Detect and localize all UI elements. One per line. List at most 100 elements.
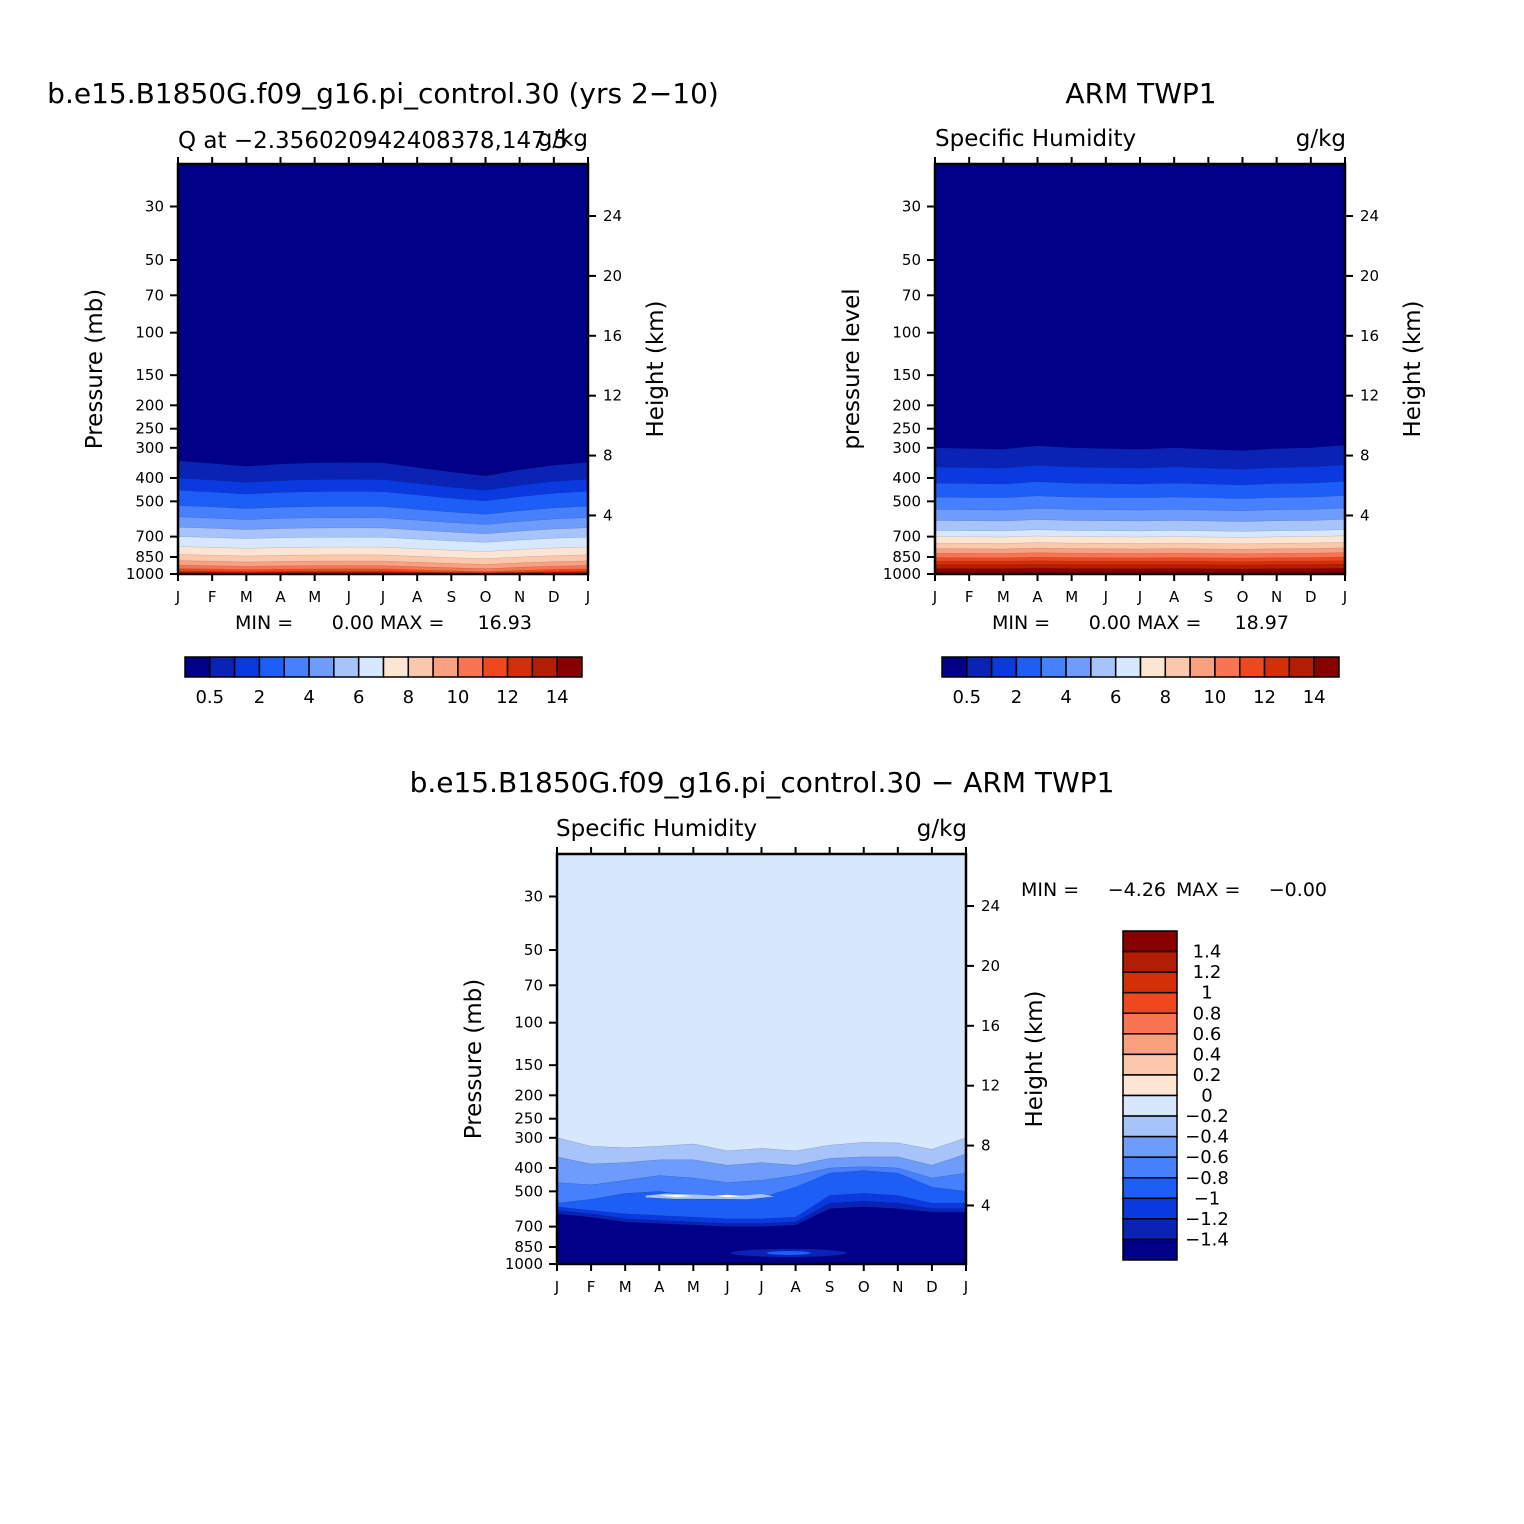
x-tick-label: J: [932, 588, 937, 606]
y-tick-label: 150: [135, 366, 164, 384]
colorbar-label: 10: [446, 687, 469, 708]
y-tick-right-label: 24: [1360, 207, 1379, 225]
y-tick-right-label: 4: [1360, 506, 1370, 524]
y-tick-label: 30: [145, 197, 164, 215]
y-tick-right-label: 16: [603, 327, 622, 345]
panel-difference-ylabel: Pressure (mb): [461, 979, 487, 1139]
panel-obs-subtitle-right: g/kg: [1296, 126, 1346, 152]
panel-difference-max-label: MAX =: [1176, 879, 1240, 901]
x-tick-label: F: [587, 1278, 596, 1296]
y-tick-right-label: 8: [603, 447, 613, 465]
x-tick-label: O: [480, 588, 492, 606]
y-tick-label: 50: [902, 251, 921, 269]
colorbar-box: [258, 656, 285, 678]
y-tick-right-label: 20: [603, 267, 622, 285]
colorbar-box: [1139, 656, 1167, 678]
x-tick-label: N: [1271, 588, 1282, 606]
x-tick-label: D: [1305, 588, 1317, 606]
x-tick-label: S: [825, 1278, 835, 1296]
y-tick-label: 150: [514, 1056, 543, 1074]
colorbar-box: [283, 656, 310, 678]
colorbar-label: −1: [1194, 1188, 1221, 1209]
contour-band: [935, 567, 1345, 574]
x-tick-label: J: [758, 1278, 763, 1296]
colorbar-box: [506, 656, 534, 678]
x-tick-label: J: [585, 588, 590, 606]
y-tick-right-label: 24: [981, 897, 1000, 915]
y-tick-right-label: 12: [981, 1077, 1000, 1095]
y-tick-right-label: 4: [603, 506, 613, 524]
x-tick-label: O: [1237, 588, 1249, 606]
colorbar-box: [1189, 656, 1216, 678]
y-tick-label: 250: [135, 420, 164, 438]
x-tick-label: A: [1169, 588, 1180, 606]
y-tick-label: 200: [135, 396, 164, 414]
panel-difference-subtitle-left: Specific Humidity: [556, 816, 757, 842]
panel-model-min-label: MIN =: [235, 612, 293, 634]
colorbar-label: 10: [1203, 687, 1226, 708]
colorbar-label: 0.5: [952, 687, 981, 708]
colorbar-label: −0.2: [1185, 1106, 1229, 1127]
panel-model-max-value: 16.93: [478, 612, 532, 634]
x-tick-label: J: [1137, 588, 1142, 606]
colorbar-label: 2: [254, 687, 265, 708]
y-tick-label: 500: [514, 1182, 543, 1200]
y-tick-label: 500: [892, 492, 921, 510]
y-tick-right-label: 4: [981, 1196, 991, 1214]
y-tick-label: 700: [892, 528, 921, 546]
colorbar-box: [1065, 656, 1092, 678]
colorbar-box: [966, 656, 993, 678]
colorbar-box: [1122, 1218, 1178, 1241]
colorbar-label: 6: [353, 687, 364, 708]
x-tick-label: M: [308, 588, 321, 606]
colorbar-label: 0.6: [1193, 1024, 1222, 1045]
panel-model-max-label: MAX =: [380, 612, 444, 634]
colorbar-label: 1.2: [1193, 962, 1222, 983]
y-tick-right-label: 8: [981, 1137, 991, 1155]
colorbar-label: 8: [1160, 687, 1171, 708]
x-tick-label: A: [790, 1278, 801, 1296]
colorbar-box: [556, 656, 583, 678]
colorbar-label: 6: [1110, 687, 1121, 708]
x-tick-label: M: [997, 588, 1010, 606]
x-tick-label: D: [926, 1278, 938, 1296]
colorbar-box: [1122, 1238, 1178, 1261]
x-tick-label: M: [687, 1278, 700, 1296]
y-tick-right-label: 20: [1360, 267, 1379, 285]
panel-obs-min-value: 0.00: [1089, 612, 1131, 634]
panel-model-ylabel-right: Height (km): [643, 300, 669, 437]
y-tick-label: 150: [892, 366, 921, 384]
panel-obs-subtitle-left: Specific Humidity: [935, 126, 1136, 152]
y-tick-label: 70: [524, 976, 543, 994]
panel-obs-colorbar: 0.5 2 4 6 8 10 12 14: [941, 656, 1340, 708]
x-tick-label: J: [346, 588, 351, 606]
y-tick-label: 30: [524, 887, 543, 905]
panel-difference-subtitle-right: g/kg: [917, 816, 967, 842]
colorbar-box: [1313, 656, 1340, 678]
x-tick-label: J: [1103, 588, 1108, 606]
colorbar-box: [1122, 991, 1178, 1014]
colorbar-box: [482, 656, 509, 678]
y-tick-right-label: 12: [1360, 387, 1379, 405]
panel-obs: ARM TWP1 Specific Humidity g/kg J F M A M J J A…: [839, 77, 1426, 708]
x-tick-label: N: [514, 588, 525, 606]
colorbar-label: 4: [303, 687, 314, 708]
panel-difference-ylabel-right: Height (km): [1022, 990, 1048, 1127]
colorbar-box: [1122, 1135, 1178, 1158]
y-tick-label: 400: [135, 469, 164, 487]
y-tick-right-label: 16: [981, 1017, 1000, 1035]
contour-band: [766, 1250, 811, 1255]
colorbar-box: [1214, 656, 1241, 678]
colorbar-label: 0.4: [1193, 1044, 1222, 1065]
x-tick-label: M: [619, 1278, 632, 1296]
colorbar-box: [1122, 1115, 1178, 1138]
y-tick-label: 250: [892, 420, 921, 438]
colorbar-box: [1090, 656, 1117, 678]
x-tick-label: F: [965, 588, 974, 606]
contour-fill: [935, 164, 1345, 574]
colorbar-box: [1040, 656, 1067, 678]
x-tick-label: M: [240, 588, 253, 606]
y-tick-label: 850: [892, 548, 921, 566]
